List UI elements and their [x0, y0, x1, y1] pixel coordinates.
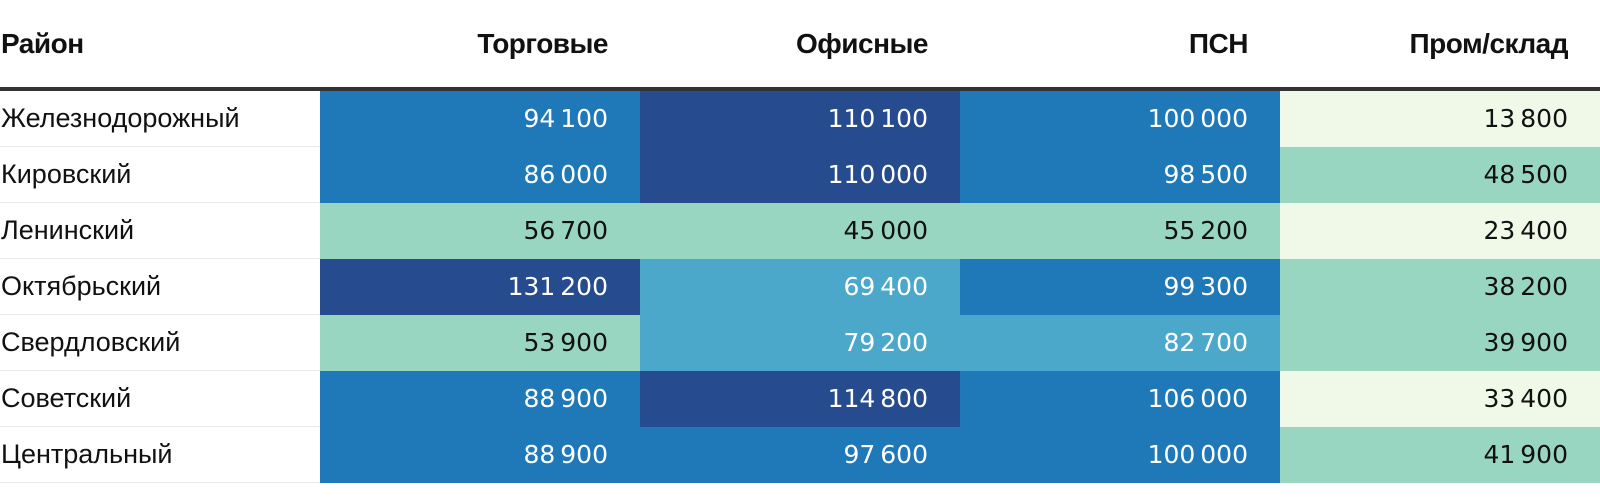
header-column: Офисные	[640, 0, 960, 91]
district-name: Ленинский	[0, 202, 320, 259]
table-row: Свердловский 53 900 79 200 82 700 39 900	[0, 314, 1600, 371]
heat-cell: 55 200	[960, 202, 1280, 259]
heat-cell: 41 900	[1280, 426, 1600, 483]
header-district: Район	[0, 0, 320, 91]
heat-cell: 56 700	[320, 202, 640, 259]
heat-cell: 106 000	[960, 370, 1280, 427]
district-name: Советский	[0, 370, 320, 427]
heat-cell: 53 900	[320, 314, 640, 371]
table-row: Центральный 88 900 97 600 100 000 41 900	[0, 426, 1600, 483]
heat-cell: 110 100	[640, 89, 960, 147]
district-name: Железнодорожный	[0, 89, 320, 147]
heat-cell: 79 200	[640, 314, 960, 371]
table-row: Железнодорожный 94 100 110 100 100 000 1…	[0, 89, 1600, 147]
table-row: Советский 88 900 114 800 106 000 33 400	[0, 370, 1600, 427]
header-column: Торговые	[320, 0, 640, 91]
heat-cell: 82 700	[960, 314, 1280, 371]
heat-cell: 98 500	[960, 146, 1280, 203]
heat-cell: 13 800	[1280, 89, 1600, 147]
heat-cell: 69 400	[640, 258, 960, 315]
heat-cell: 48 500	[1280, 146, 1600, 203]
header-row: Район Торговые Офисные ПСН Пром/склад	[0, 0, 1600, 91]
data-table: Район Торговые Офисные ПСН Пром/склад Же…	[0, 0, 1600, 483]
heat-cell: 99 300	[960, 258, 1280, 315]
heat-cell: 38 200	[1280, 258, 1600, 315]
heat-cell: 100 000	[960, 89, 1280, 147]
heat-cell: 114 800	[640, 370, 960, 427]
header-column: Пром/склад	[1280, 0, 1600, 91]
table-row: Кировский 86 000 110 000 98 500 48 500	[0, 146, 1600, 203]
district-name: Центральный	[0, 426, 320, 483]
heat-cell: 23 400	[1280, 202, 1600, 259]
district-name: Кировский	[0, 146, 320, 203]
heat-cell: 100 000	[960, 426, 1280, 483]
heat-cell: 33 400	[1280, 370, 1600, 427]
district-name: Октябрьский	[0, 258, 320, 315]
heat-cell: 39 900	[1280, 314, 1600, 371]
header-column: ПСН	[960, 0, 1280, 91]
table-row: Октябрьский 131 200 69 400 99 300 38 200	[0, 258, 1600, 315]
heat-cell: 88 900	[320, 370, 640, 427]
district-name: Свердловский	[0, 314, 320, 371]
heat-cell: 88 900	[320, 426, 640, 483]
heat-cell: 110 000	[640, 146, 960, 203]
heat-cell: 94 100	[320, 89, 640, 147]
table-row: Ленинский 56 700 45 000 55 200 23 400	[0, 202, 1600, 259]
heat-cell: 45 000	[640, 202, 960, 259]
heat-cell: 131 200	[320, 258, 640, 315]
heat-cell: 97 600	[640, 426, 960, 483]
heat-cell: 86 000	[320, 146, 640, 203]
